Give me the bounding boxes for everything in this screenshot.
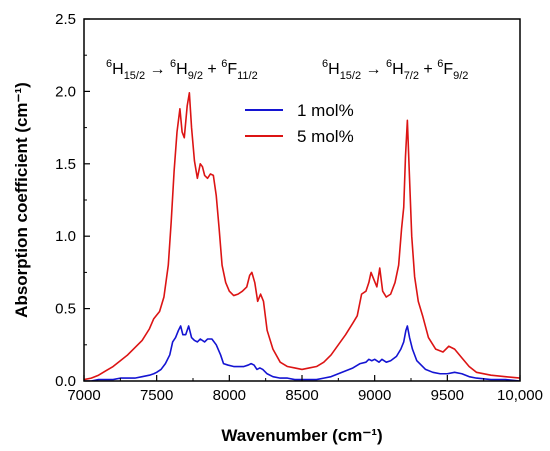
annotation-part: H — [328, 61, 340, 78]
series-line-5mol — [84, 92, 520, 381]
x-tick-label: 7500 — [140, 387, 173, 404]
x-axis-title: Wavenumber (cm⁻¹) — [221, 426, 382, 445]
x-tick-label: 8000 — [213, 387, 246, 404]
annotation-part: H — [176, 61, 188, 78]
annotation-part: 6 — [322, 58, 328, 70]
annotation-part: + — [419, 61, 437, 78]
annotation-part: F — [227, 61, 237, 78]
y-tick-label: 2.5 — [55, 11, 76, 28]
x-tick-label: 8500 — [285, 387, 318, 404]
transition-label-left: 6H15/2 → 6H9/2 + 6F11/2 — [106, 58, 258, 82]
annotation-part: 15/2 — [124, 70, 145, 82]
x-tick-label: 9000 — [358, 387, 391, 404]
x-tick-label: 7000 — [67, 387, 100, 404]
y-tick-label: 2.0 — [55, 83, 76, 100]
annotation-part: 11/2 — [237, 70, 258, 82]
annotation-part: 6 — [221, 58, 227, 70]
x-tick-label: 9500 — [431, 387, 464, 404]
x-axis: 7000 7500 8000 8500 9000 9500 10,000 — [67, 375, 543, 404]
y-tick-label: 0.5 — [55, 301, 76, 318]
annotation-part: 6 — [437, 58, 443, 70]
series-line-1mol — [84, 325, 520, 381]
annotation-part: 15/2 — [340, 70, 361, 82]
annotation-part: → — [361, 61, 386, 78]
transition-label-right: 6H15/2 → 6H7/2 + 6F9/2 — [322, 58, 468, 82]
annotation-part: 6 — [170, 58, 176, 70]
annotation-part: H — [112, 61, 124, 78]
y-axis-title: Absorption coefficient (cm⁻¹) — [12, 82, 31, 318]
legend-label-1mol: 1 mol% — [297, 101, 354, 120]
annotation-part: 6 — [386, 58, 392, 70]
annotation-part: → — [145, 61, 170, 78]
annotation-part: 7/2 — [404, 70, 419, 82]
y-tick-label: 0.0 — [55, 373, 76, 390]
y-tick-label: 1.5 — [55, 156, 76, 173]
annotation-part: 9/2 — [453, 70, 468, 82]
legend-label-5mol: 5 mol% — [297, 127, 354, 146]
annotation-part: H — [392, 61, 404, 78]
annotation-part: 9/2 — [188, 70, 203, 82]
legend: 1 mol% 5 mol% — [245, 101, 354, 146]
series-layer — [84, 92, 520, 381]
x-tick-label: 10,000 — [497, 387, 543, 404]
annotation-part: + — [203, 61, 221, 78]
annotation-part: F — [443, 61, 453, 78]
y-tick-label: 1.0 — [55, 228, 76, 245]
y-axis: 0.0 0.5 1.0 1.5 2.0 2.5 — [55, 11, 90, 390]
annotation-part: 6 — [106, 58, 112, 70]
